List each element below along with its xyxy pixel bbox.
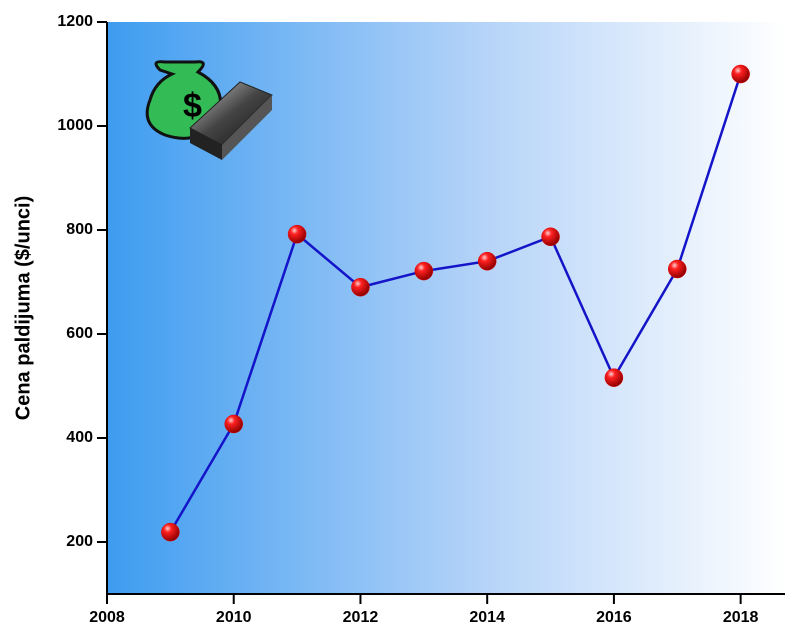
x-tick-label: 2018 — [723, 609, 759, 626]
x-tick-label: 2016 — [596, 609, 632, 626]
data-point — [477, 251, 497, 271]
data-point — [731, 64, 750, 84]
icon-glyph: $ — [183, 87, 202, 125]
y-tick-label: 200 — [66, 533, 93, 550]
y-tick-label: 400 — [66, 429, 93, 446]
y-tick-label: 800 — [66, 221, 93, 238]
data-point — [161, 522, 180, 542]
data-point — [224, 414, 243, 434]
y-tick-label: 1000 — [57, 117, 93, 134]
data-point — [668, 259, 687, 279]
data-point — [351, 277, 370, 297]
x-tick-label: 2010 — [216, 609, 252, 626]
x-tick-label: 2012 — [343, 609, 379, 626]
data-point — [287, 224, 307, 244]
y-tick-label: 600 — [66, 325, 93, 342]
data-point — [414, 261, 434, 281]
y-tick-label: 1200 — [57, 13, 93, 30]
series-line — [169, 73, 742, 533]
x-tick-label: 2014 — [469, 609, 505, 626]
data-point — [541, 227, 560, 247]
data-point — [604, 368, 624, 387]
x-tick-label: 2008 — [89, 609, 125, 626]
icon: $ — [145, 60, 273, 160]
y-axis-label: Cena paldijuma ($/unci) — [12, 196, 34, 420]
